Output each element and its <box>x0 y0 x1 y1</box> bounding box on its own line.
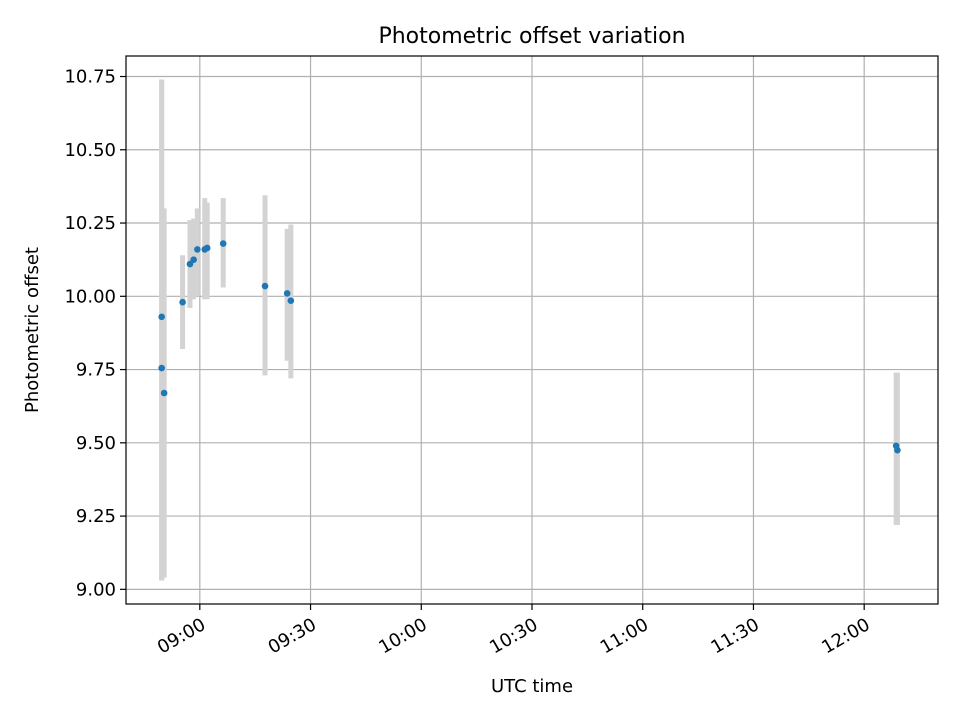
data-point <box>203 244 211 252</box>
y-tick-label: 10.50 <box>64 140 116 161</box>
data-point <box>894 446 901 454</box>
data-points <box>158 240 901 454</box>
y-axis-label: Photometric offset <box>22 247 43 413</box>
y-tick-label: 10.75 <box>64 67 116 88</box>
y-tick-label: 10.00 <box>64 286 116 307</box>
data-point <box>287 297 295 304</box>
data-point <box>158 364 165 372</box>
data-point <box>261 282 269 290</box>
data-point <box>179 298 186 306</box>
data-point <box>186 260 194 268</box>
y-tick-label: 9.25 <box>76 506 116 527</box>
data-point <box>283 290 291 297</box>
y-tick-label: 9.75 <box>76 360 116 381</box>
data-point <box>219 240 227 247</box>
chart-title: Photometric offset variation <box>378 24 685 49</box>
y-tick-label: 9.50 <box>76 433 116 454</box>
data-point <box>194 246 201 253</box>
data-point <box>190 256 197 263</box>
grid-lines <box>126 56 938 604</box>
x-axis-label: UTC time <box>491 676 573 697</box>
data-point <box>160 389 168 397</box>
y-tick-label: 10.25 <box>64 213 116 234</box>
y-tick-label: 9.00 <box>76 579 116 600</box>
data-point <box>158 313 165 321</box>
